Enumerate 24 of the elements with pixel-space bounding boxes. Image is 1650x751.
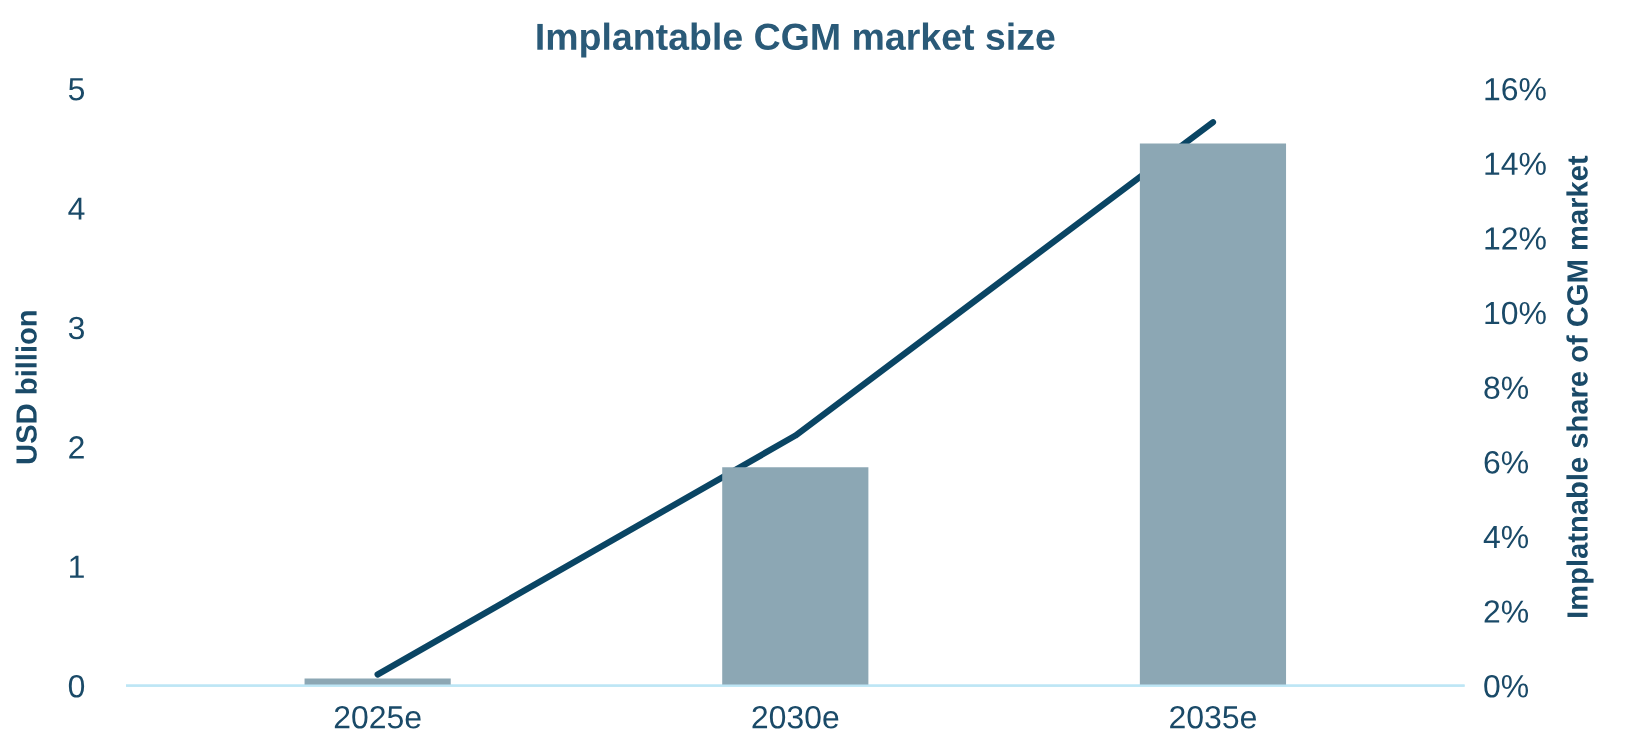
- bar: [1139, 143, 1287, 686]
- y2-tick-label: 16%: [1485, 77, 1546, 101]
- y2-tick-label: 10%: [1485, 301, 1546, 325]
- y-tick-label: 0: [68, 674, 85, 698]
- y2-tick-label: 8%: [1484, 376, 1529, 400]
- y-tick-label: 3: [68, 316, 84, 340]
- y-tick-label: 5: [68, 78, 85, 101]
- y2-tick-label: 12%: [1485, 227, 1546, 250]
- bar: [722, 467, 869, 686]
- y-tick-label: 1: [70, 555, 84, 578]
- y2-tick-label: 14%: [1485, 152, 1546, 176]
- x-tick-label: 2035e: [1170, 705, 1256, 729]
- y-tick-label: 4: [68, 197, 85, 220]
- y2-tick-label: 4%: [1483, 525, 1529, 549]
- y-tick-label: 2: [69, 436, 84, 459]
- y2-tick-label: 2%: [1484, 600, 1529, 623]
- y2-tick-label: 6%: [1484, 451, 1529, 474]
- x-tick-label: 2030e: [752, 705, 839, 729]
- bar: [304, 678, 451, 686]
- y2-axis-title: Implatnable share of CGM market: [1566, 155, 1594, 617]
- y2-tick-label: 0%: [1484, 674, 1529, 698]
- chart-title: Implantable CGM market size: [537, 22, 1055, 58]
- y-axis-title: USD billion: [15, 311, 37, 464]
- x-tick-label: 2025e: [334, 705, 421, 729]
